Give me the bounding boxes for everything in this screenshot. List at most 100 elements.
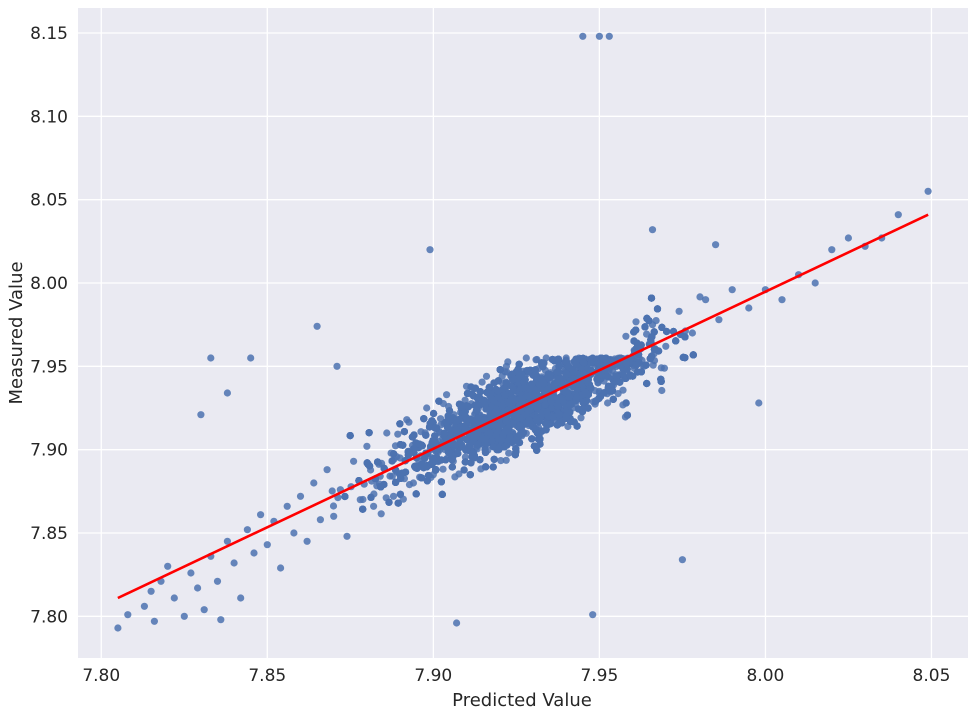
data-point [363,442,371,450]
data-point [490,455,498,463]
data-point [329,502,338,510]
data-point [811,279,819,287]
data-point [398,469,406,477]
data-point [569,366,577,374]
data-point [649,361,657,369]
data-point [502,456,510,464]
data-point [426,420,434,428]
data-point [584,404,592,412]
data-point [114,624,122,632]
data-point [194,584,202,592]
data-point [396,490,404,498]
data-point [630,337,638,345]
data-point [277,564,285,572]
data-point [482,372,491,380]
data-point [462,435,470,443]
data-point [388,472,396,480]
data-point [237,594,245,602]
data-point [423,404,431,412]
data-point [745,304,753,312]
data-point [533,416,541,424]
data-point [412,490,420,498]
data-point [755,399,763,407]
data-point [622,399,630,407]
grid [78,8,968,658]
data-point [675,307,683,315]
data-point [648,333,656,341]
data-point [170,594,178,602]
data-point [702,296,710,304]
data-point [653,305,662,313]
data-point [187,569,195,577]
data-point [316,516,324,524]
data-point [383,429,391,437]
data-point [728,286,736,294]
data-point [623,411,632,419]
data-point [480,416,488,424]
data-point [140,602,148,610]
data-point [426,246,434,254]
data-point [512,436,520,444]
data-point [622,332,630,340]
data-point [257,511,265,519]
data-point [435,397,443,405]
data-point [250,549,258,557]
data-point [604,399,612,407]
data-point [579,32,587,40]
data-point [461,458,469,466]
data-point [263,541,271,549]
data-point [388,457,396,465]
data-point [616,378,624,386]
data-point [283,502,291,510]
data-point [430,409,438,418]
data-point [658,386,666,395]
data-point [471,384,479,392]
data-point [554,402,562,410]
data-point [501,442,509,451]
data-point [399,441,407,449]
data-point [323,466,331,474]
data-point [243,526,251,534]
data-point [605,32,613,40]
data-point [475,393,483,401]
data-point [572,360,580,369]
data-point [614,390,622,398]
data-point [496,421,504,429]
data-point [589,611,597,619]
data-point [487,395,496,403]
data-point [489,443,497,451]
data-point [410,449,418,457]
data-point [346,432,354,440]
data-point [458,441,466,449]
data-point [453,619,461,627]
data-point [461,396,469,404]
data-point [147,587,155,595]
data-point [596,392,605,401]
data-point [438,490,446,498]
data-point [394,499,402,507]
data-point [437,478,445,486]
data-point [652,317,660,325]
data-points [114,32,932,632]
data-point [365,429,373,437]
data-point [404,447,412,456]
data-point [643,314,651,322]
data-point [595,32,604,40]
data-point [328,487,336,495]
data-point [681,354,689,362]
data-point [164,562,172,570]
data-point [408,433,416,441]
data-point [405,418,413,426]
data-point [672,337,680,345]
data-point [626,371,634,379]
data-point [482,405,490,413]
data-point [543,408,551,416]
data-point [223,389,231,397]
data-point [678,556,687,564]
data-point [577,414,585,422]
data-point [385,498,393,506]
data-point [579,369,587,378]
data-point [696,293,704,301]
data-point [350,457,358,465]
data-point [609,395,617,403]
